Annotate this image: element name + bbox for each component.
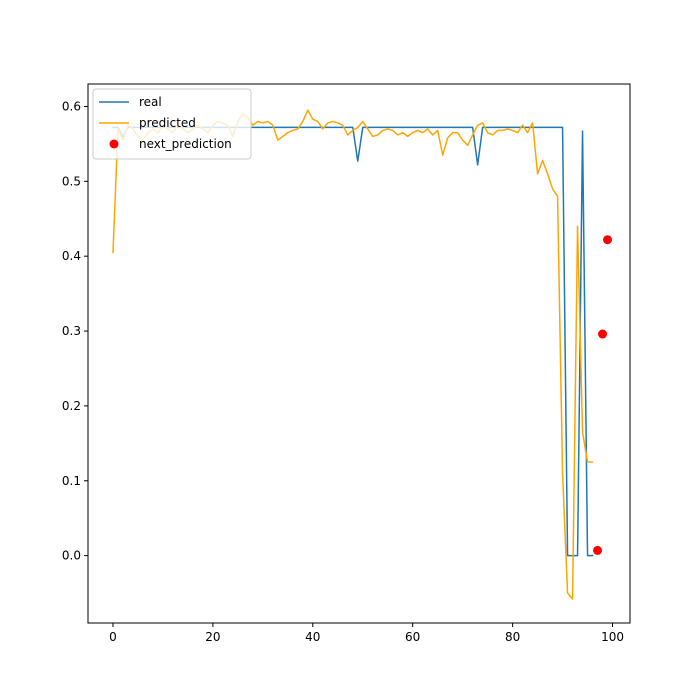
x-tick-label: 80 bbox=[505, 630, 520, 644]
x-axis: 0 20 40 60 80 100 bbox=[109, 623, 624, 644]
scatter-point-next_prediction bbox=[603, 235, 613, 245]
y-tick-label: 0.5 bbox=[62, 174, 81, 188]
y-tick-label: 0.4 bbox=[62, 249, 81, 263]
y-tick-label: 0.1 bbox=[62, 474, 81, 488]
legend-label-real: real bbox=[139, 95, 162, 109]
axes-border bbox=[87, 83, 631, 624]
legend-swatch-next_prediction bbox=[109, 139, 119, 149]
y-tick-label: 0.2 bbox=[62, 399, 81, 413]
x-tick-label: 0 bbox=[109, 630, 117, 644]
y-axis: 0.0 0.1 0.2 0.3 0.4 0.5 0.6 bbox=[62, 99, 88, 563]
legend-label-predicted: predicted bbox=[139, 116, 196, 130]
y-tick-label: 0.0 bbox=[62, 549, 81, 563]
axes-frame bbox=[87, 83, 631, 624]
x-tick-label: 100 bbox=[601, 630, 624, 644]
x-tick-label: 60 bbox=[405, 630, 420, 644]
y-tick-label: 0.6 bbox=[62, 99, 81, 113]
y-tick-label: 0.3 bbox=[62, 324, 81, 338]
legend-box bbox=[92, 88, 252, 160]
x-tick-label: 40 bbox=[305, 630, 320, 644]
legend-label-next_prediction: next_prediction bbox=[139, 137, 232, 151]
x-tick-label: 20 bbox=[205, 630, 220, 644]
scatter-point-next_prediction bbox=[598, 329, 608, 339]
scatter-point-next_prediction bbox=[593, 545, 603, 555]
legend: real predicted next_prediction bbox=[92, 88, 252, 160]
